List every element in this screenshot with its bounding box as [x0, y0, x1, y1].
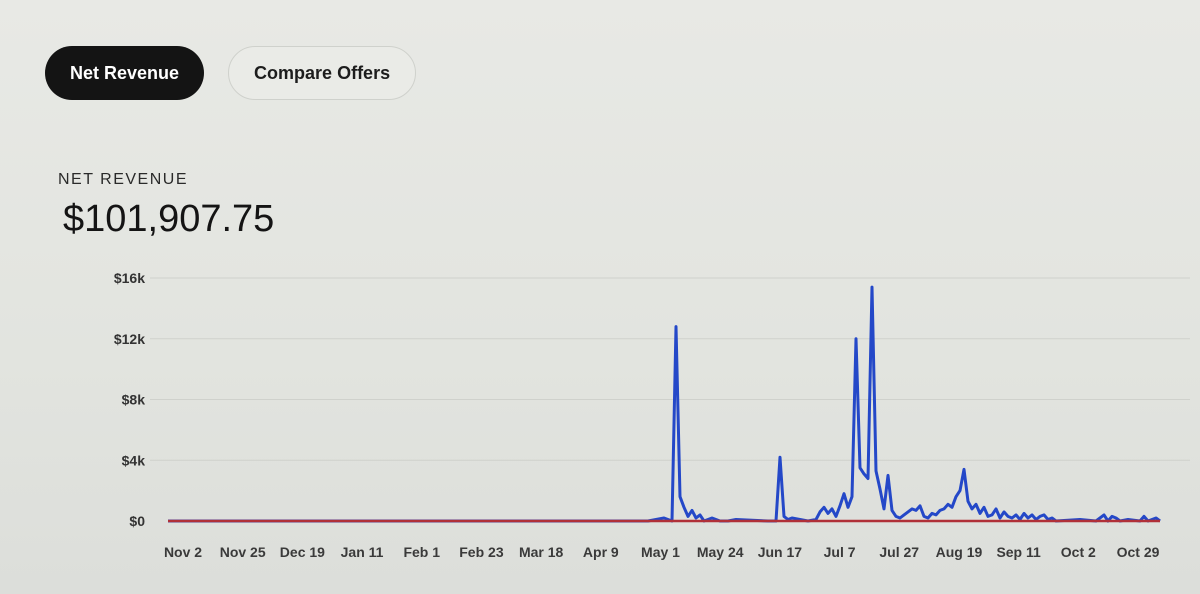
x-tick-label: Oct 29: [1117, 544, 1160, 560]
x-tick-label: Jul 7: [824, 544, 856, 560]
y-tick-label: $0: [129, 513, 145, 529]
x-tick-label: Mar 18: [519, 544, 564, 560]
x-tick-label: Nov 25: [220, 544, 266, 560]
tab-bar: Net Revenue Compare Offers: [45, 46, 417, 100]
x-tick-label: May 1: [641, 544, 680, 560]
tab-net-revenue[interactable]: Net Revenue: [45, 46, 205, 100]
metric-value: $101,907.75: [63, 198, 275, 240]
x-tick-label: Dec 19: [280, 544, 325, 560]
series-line-0: [168, 285, 1161, 523]
x-tick-label: Nov 2: [164, 544, 202, 560]
x-tick-label: Feb 1: [403, 544, 440, 560]
x-tick-label: Sep 11: [996, 544, 1041, 560]
metric-label: NET REVENUE: [58, 171, 189, 188]
x-tick-label: Jun 17: [758, 544, 803, 560]
y-axis-ticks: $0 $4k $8k $12k $16k: [114, 270, 145, 529]
y-tick-label: $8k: [122, 392, 146, 408]
tab-compare-offers[interactable]: Compare Offers: [228, 46, 417, 100]
y-tick-label: $12k: [114, 331, 145, 347]
x-tick-label: Aug 19: [936, 544, 983, 560]
series-lines: [168, 285, 1161, 523]
x-axis-ticks: Nov 2 Nov 25 Dec 19 Jan 11 Feb 1 Feb 23 Mar 18…: [164, 544, 1160, 560]
x-tick-label: Apr 9: [583, 544, 619, 560]
x-tick-label: Feb 23: [459, 544, 504, 560]
x-tick-label: Jan 11: [341, 544, 384, 560]
x-tick-label: May 24: [697, 544, 744, 560]
x-tick-label: Jul 27: [879, 544, 919, 560]
y-tick-label: $16k: [114, 270, 145, 286]
y-tick-label: $4k: [122, 452, 146, 468]
grid-lines: [150, 277, 1190, 461]
x-tick-label: Oct 2: [1061, 544, 1096, 560]
